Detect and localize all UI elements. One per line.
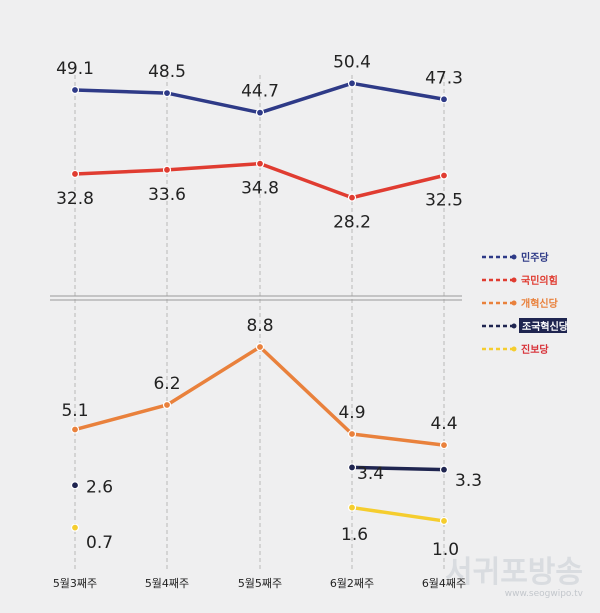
data-label: 49.1: [56, 59, 94, 79]
watermark: 서귀포방송 www.seogwipo.tv: [445, 555, 584, 599]
legend-label: 진보당: [521, 343, 549, 356]
data-point: [347, 79, 357, 88]
legend-label: 개혁신당: [521, 297, 559, 310]
data-point: [347, 503, 357, 512]
data-point: [439, 465, 449, 474]
data-label: 1.6: [341, 525, 368, 545]
data-point: [439, 95, 449, 104]
data-point: [70, 85, 80, 95]
legend-dot: [511, 300, 517, 306]
legend-dot: [511, 323, 517, 329]
data-point: [347, 193, 357, 202]
data-label: 28.2: [333, 213, 371, 233]
legend-item: 민주당: [482, 251, 549, 264]
legend-dot: [511, 254, 517, 260]
data-point: [255, 159, 265, 168]
data-label: 3.3: [455, 471, 482, 491]
data-point: [162, 400, 172, 410]
series-line: [351, 505, 445, 523]
data-label: 44.7: [241, 82, 279, 102]
legend-item: 국민의힘: [482, 274, 558, 287]
legend-dot: [511, 277, 517, 283]
legend-label: 조국혁신당: [522, 320, 569, 333]
data-point: [255, 108, 265, 117]
data-label: 6.2: [153, 374, 180, 394]
data-label: 1.0: [432, 540, 459, 560]
legend-badge: [519, 318, 567, 333]
data-point: [70, 169, 80, 179]
legend-item: 진보당: [482, 343, 549, 356]
watermark-title: 서귀포방송: [445, 555, 583, 590]
data-label: 48.5: [148, 62, 186, 82]
series-points: [70, 79, 449, 532]
x-tick-label: 5월4째주: [145, 577, 189, 590]
data-point: [347, 429, 357, 439]
data-labels: 49.1 48.5 44.7 50.4 47.3 32.8 33.6 34.8 28.2 32.5…: [56, 52, 482, 560]
data-point: [162, 88, 172, 98]
x-tick-label: 5월3째주: [53, 577, 97, 590]
data-point: [70, 523, 80, 532]
x-tick-label: 6월2째주: [330, 577, 374, 590]
data-point: [70, 425, 80, 434]
data-label: 5.1: [61, 401, 88, 421]
axis-break: [50, 295, 462, 301]
data-label: 50.4: [333, 52, 371, 72]
series-line: [74, 345, 445, 447]
data-point: [255, 342, 265, 352]
data-label: 33.6: [148, 185, 186, 205]
data-point: [439, 441, 449, 450]
grid-lines: [74, 75, 445, 570]
data-point: [347, 463, 357, 472]
data-point: [439, 171, 449, 180]
data-point: [162, 165, 172, 174]
data-label: 4.4: [430, 414, 457, 434]
data-point: [70, 481, 80, 490]
legend-label: 국민의힘: [521, 274, 558, 287]
legend-item: 개혁신당: [482, 297, 559, 310]
data-label: 34.8: [241, 179, 279, 199]
data-label: 3.4: [357, 464, 384, 484]
x-tick-labels: 5월3째주 5월4째주 5월5째주 6월2째주 6월4째주: [53, 577, 466, 590]
legend-dot: [511, 346, 517, 352]
data-label: 32.5: [425, 190, 463, 210]
data-label: 2.6: [86, 477, 113, 497]
data-label: 8.8: [246, 316, 273, 336]
legend-label: 민주당: [521, 251, 549, 264]
legend-item: 조국혁신당: [482, 318, 569, 333]
data-point: [439, 516, 449, 526]
data-label: 4.9: [338, 403, 365, 423]
series-line: [351, 465, 445, 472]
data-label: 0.7: [86, 533, 113, 553]
watermark-url: www.seogwipo.tv: [505, 589, 584, 599]
data-label: 32.8: [56, 189, 94, 209]
x-tick-label: 5월5째주: [238, 577, 282, 590]
x-tick-label: 6월4째주: [422, 577, 466, 590]
data-label: 47.3: [425, 68, 463, 88]
